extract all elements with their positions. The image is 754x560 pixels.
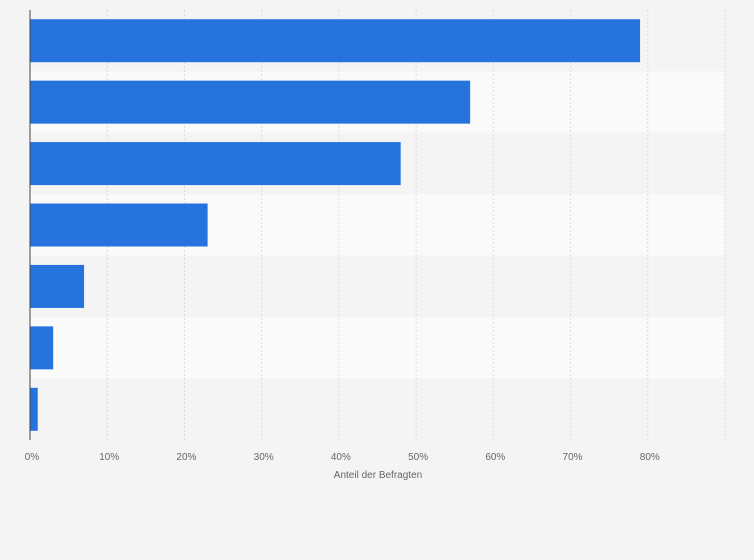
x-axis-title: Anteil der Befragten bbox=[334, 470, 422, 481]
bar[interactable] bbox=[30, 326, 54, 370]
x-tick-label: 0% bbox=[25, 452, 40, 463]
row-band bbox=[30, 255, 725, 318]
x-tick-labels: 0% 10% 20% 30% 40% 50% 60% 70% 80% bbox=[25, 452, 660, 463]
row-bands bbox=[30, 10, 725, 440]
x-tick-label: 40% bbox=[331, 452, 351, 463]
row-band bbox=[30, 317, 725, 379]
bar[interactable] bbox=[30, 19, 641, 63]
bars bbox=[30, 19, 641, 431]
bar[interactable] bbox=[30, 142, 401, 186]
x-tick-label: 60% bbox=[485, 452, 505, 463]
x-tick-label: 80% bbox=[640, 452, 660, 463]
bar[interactable] bbox=[30, 203, 208, 247]
x-tick-label: 20% bbox=[176, 452, 196, 463]
bar[interactable] bbox=[30, 387, 38, 431]
x-tick-label: 10% bbox=[99, 452, 119, 463]
row-band bbox=[30, 378, 725, 440]
bar[interactable] bbox=[30, 264, 85, 308]
bar[interactable] bbox=[30, 80, 471, 124]
x-tick-label: 70% bbox=[563, 452, 583, 463]
x-tick-label: 50% bbox=[408, 452, 428, 463]
x-tick-label: 30% bbox=[254, 452, 274, 463]
